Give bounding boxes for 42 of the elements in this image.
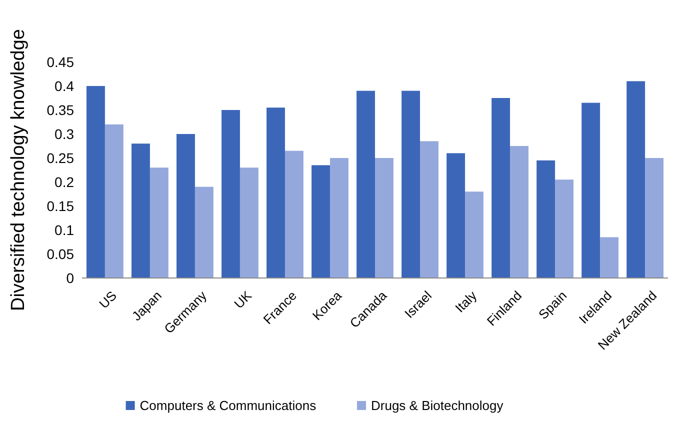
x-tick-label: UK [231, 288, 255, 312]
bar [375, 158, 394, 278]
bar [330, 158, 348, 278]
bar [465, 192, 484, 278]
bar [222, 110, 240, 278]
bar [284, 150, 304, 278]
bar [104, 124, 124, 278]
legend-label: Computers & Communications [140, 398, 317, 413]
bar [266, 108, 285, 278]
y-tick-label: 0.3 [54, 126, 74, 142]
bar [626, 81, 646, 278]
bar [356, 90, 375, 278]
y-tick-label: 0.2 [54, 174, 74, 190]
bar [312, 165, 330, 278]
y-tick-label: 0.1 [54, 222, 74, 238]
bar [600, 237, 618, 278]
bar [555, 180, 574, 278]
bar [402, 90, 420, 278]
legend-label: Drugs & Biotechnology [371, 398, 504, 413]
y-tick-label: 0.45 [46, 54, 74, 70]
bar [645, 158, 664, 278]
bar [150, 168, 168, 278]
bar [510, 146, 528, 278]
bar [582, 102, 600, 278]
bar [536, 160, 556, 278]
x-tick-label: US [96, 288, 120, 312]
bar [492, 98, 510, 278]
y-tick-label: 0.4 [54, 78, 74, 94]
bar [132, 144, 150, 278]
bar [176, 134, 195, 278]
y-tick-label: 0.35 [46, 102, 74, 118]
bar [86, 86, 105, 278]
bar [194, 186, 214, 278]
y-axis-title: Diversified technology knowledge [8, 29, 29, 311]
x-tick-label: Italy [452, 288, 480, 316]
y-tick-label: 0.25 [46, 150, 74, 166]
bar [240, 168, 258, 278]
y-tick-label: 0 [66, 270, 74, 286]
y-tick-label: 0.15 [46, 198, 74, 214]
bar [420, 141, 438, 278]
y-tick-label: 0.05 [46, 246, 74, 262]
bar [446, 153, 466, 278]
